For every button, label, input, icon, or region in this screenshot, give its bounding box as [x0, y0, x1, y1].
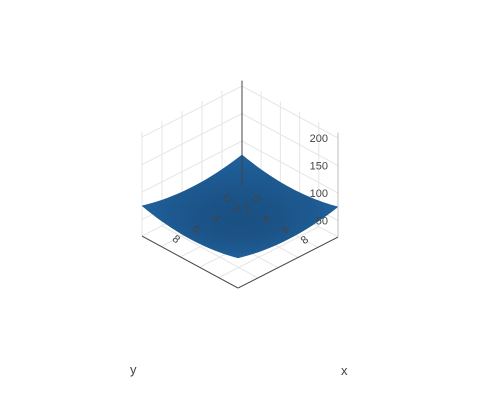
grid-line — [161, 225, 259, 279]
x-axis-line — [141, 235, 239, 289]
y-tick-label: 8 — [299, 234, 311, 247]
grid-line — [241, 85, 339, 139]
grid-line — [218, 226, 320, 279]
z-tick-label: 100 — [310, 188, 328, 200]
axes — [141, 80, 339, 289]
surface — [141, 154, 339, 259]
surface-patch — [232, 255, 244, 259]
z-tick-label: 150 — [310, 161, 328, 173]
grid-line — [241, 113, 339, 167]
y-axis-title: y — [130, 362, 137, 377]
grid-line — [141, 113, 243, 166]
x-tick-label: 8 — [170, 233, 182, 246]
grid-line — [241, 140, 339, 194]
y-axis-line — [237, 236, 339, 289]
grid-line — [141, 85, 243, 138]
z-tick-label: 50 — [316, 216, 328, 228]
x-axis-title: x — [341, 363, 348, 378]
z-tick-label: 200 — [310, 133, 328, 145]
grid-line — [141, 140, 243, 193]
